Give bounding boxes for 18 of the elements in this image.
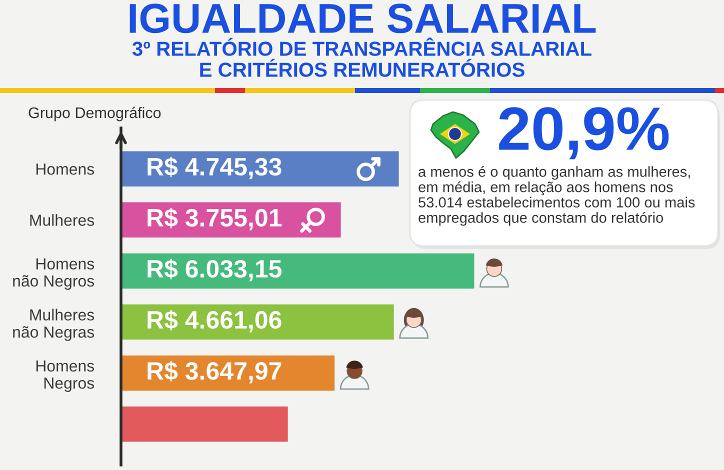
bar bbox=[121, 406, 288, 442]
y-tick-label: Mulheres bbox=[30, 214, 94, 226]
y-axis-title: Grupo Demográfico bbox=[28, 106, 161, 122]
y-tick-label: Homens não Negros bbox=[13, 258, 94, 290]
y-tick-label: Mulheres não Negras bbox=[13, 308, 94, 341]
chart-title: IGUALDADE SALARIAL bbox=[130, 4, 596, 34]
y-tick-label: Homens Negros bbox=[36, 360, 94, 392]
annotation: 20,9% bbox=[499, 107, 669, 160]
chart-subtitle: 3º RELATÓRIO DE TRANSPARÊNCIA SALARIAL E CRITÉRIOS REMUNERATÓRIOS bbox=[132, 38, 592, 77]
data-label: R$ 4.661,06 bbox=[148, 310, 282, 332]
y-tick-label: Homens bbox=[36, 164, 94, 175]
annotation: a menos é o quanto ganham as mulheres, em média, em relação aos homens nos 53.014 estabelecimentos com 100 ou mais empregados que constam do relatório bbox=[418, 166, 695, 226]
data-label: R$ 3.755,01 bbox=[148, 208, 282, 230]
bar bbox=[121, 151, 399, 186]
bar bbox=[121, 253, 474, 289]
data-label: R$ 4.745,33 bbox=[148, 156, 282, 180]
data-label: R$ 6.033,15 bbox=[148, 258, 282, 282]
data-label: R$ 3.647,97 bbox=[148, 361, 282, 384]
